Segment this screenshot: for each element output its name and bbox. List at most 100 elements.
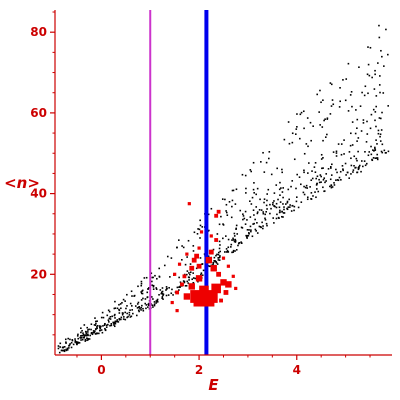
background-point [315,196,317,199]
background-point [116,319,119,321]
highlight-point [209,234,213,238]
background-point [226,214,229,216]
background-point [329,113,332,115]
background-point [275,202,278,205]
background-point [87,329,89,331]
highlight-point [231,274,235,278]
background-point [336,171,338,174]
background-point [176,246,178,249]
background-point [165,289,167,291]
highlight-point [210,265,217,272]
background-point [199,237,201,239]
background-point [244,223,247,225]
background-point [221,198,224,200]
background-point [235,188,238,191]
background-point [81,329,83,332]
background-point [281,191,284,193]
background-point [114,320,117,323]
background-point [375,157,378,159]
background-point [140,282,143,285]
y-tick-label: 80 [30,25,47,39]
background-point [118,303,120,306]
background-point [232,237,234,240]
background-point [355,109,357,111]
background-point [262,151,264,154]
background-point [88,338,91,340]
background-point [152,276,154,279]
background-point [123,316,125,318]
background-point [342,168,344,170]
background-point [196,233,199,235]
background-point [192,250,195,252]
background-point [330,186,333,189]
background-point [356,127,358,130]
background-point [242,213,244,215]
highlight-point [199,285,209,296]
background-point [124,300,126,302]
background-point [253,191,255,194]
background-point [239,209,242,212]
background-point [62,349,64,352]
highlight-point [211,283,221,294]
background-point [346,171,349,174]
background-point [96,324,99,327]
background-point [307,172,309,174]
background-point [104,322,106,325]
background-point [262,225,264,227]
background-point [188,276,191,279]
background-point [234,238,237,241]
background-point [299,113,302,116]
background-point [68,345,70,347]
background-point [96,332,99,335]
background-point [90,323,93,326]
background-point [297,206,300,209]
background-point [296,173,298,176]
background-point [126,312,128,315]
background-point [227,246,230,249]
background-point [89,334,92,337]
highlight-point [195,275,203,282]
background-point [247,234,250,237]
background-point [309,186,311,188]
background-point [281,168,283,171]
background-point [342,79,344,81]
background-point [275,217,278,220]
background-point [377,132,380,135]
background-point [371,76,373,79]
background-point [278,217,280,219]
background-point [158,267,161,270]
background-point [368,151,371,153]
background-point [120,318,122,321]
background-point [312,195,314,197]
background-point [122,312,124,315]
background-point [282,203,284,205]
background-point [264,217,266,220]
background-point [256,212,259,215]
background-point [370,113,373,116]
highlight-point [223,290,229,295]
background-point [275,206,278,209]
background-point [252,161,255,164]
background-point [240,242,243,244]
background-point [351,144,354,146]
background-point [266,199,268,202]
background-point [236,233,239,235]
background-point [289,206,291,208]
background-point [374,146,376,149]
background-point [176,286,179,289]
background-point [84,338,87,341]
background-point [191,278,194,281]
highlight-point [226,264,230,268]
background-point [331,99,334,101]
background-point [102,325,104,327]
background-point [232,249,235,252]
background-point [256,222,258,224]
background-point [131,295,133,297]
background-point [351,105,353,108]
background-point [215,254,217,257]
background-point [100,316,103,319]
background-point [107,319,110,321]
background-point [86,337,88,340]
background-point [219,255,221,257]
background-point [335,179,337,181]
